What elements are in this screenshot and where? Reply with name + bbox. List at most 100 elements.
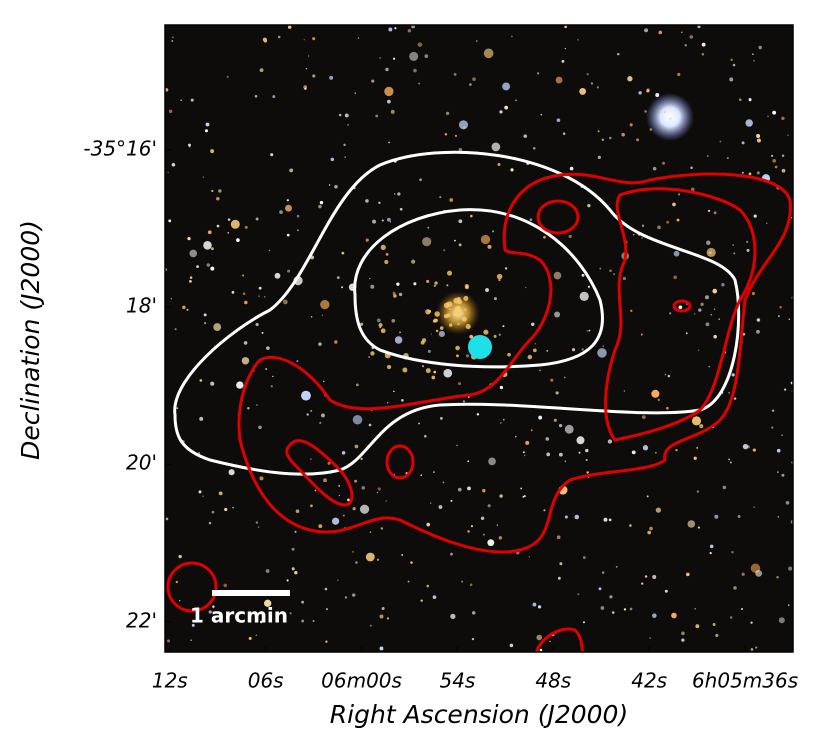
star (307, 55, 310, 57)
star (456, 354, 459, 358)
star (543, 235, 546, 239)
star (483, 329, 489, 335)
scale-bar-label: 1 arcmin (190, 604, 288, 628)
star (681, 638, 685, 642)
star (457, 487, 462, 492)
star (204, 129, 208, 133)
star (487, 504, 491, 508)
star (776, 576, 779, 579)
star (399, 331, 401, 334)
star (165, 517, 169, 521)
star (698, 308, 702, 312)
star (781, 154, 785, 157)
star (286, 233, 290, 237)
star (499, 385, 504, 390)
star (672, 202, 676, 207)
star (360, 457, 363, 461)
star (216, 224, 220, 228)
star (627, 76, 633, 82)
star (188, 143, 191, 147)
star (753, 59, 755, 62)
star (563, 376, 566, 379)
star (499, 494, 503, 498)
marker (468, 335, 492, 359)
star (285, 204, 292, 212)
star (287, 269, 291, 273)
star (523, 134, 528, 138)
star (673, 250, 680, 257)
star (319, 200, 324, 205)
star (549, 640, 551, 643)
star (671, 612, 677, 619)
star (454, 239, 456, 242)
star (296, 360, 299, 363)
star (641, 224, 645, 228)
star (644, 575, 648, 578)
star (788, 566, 793, 571)
star (331, 517, 340, 525)
star (753, 506, 755, 508)
star (369, 277, 371, 280)
star (354, 479, 358, 483)
star (493, 297, 497, 301)
star (781, 434, 783, 436)
star (380, 328, 386, 334)
star (558, 423, 563, 428)
star (719, 140, 722, 143)
star (417, 42, 423, 47)
star (180, 99, 182, 102)
star (447, 270, 453, 276)
star (647, 530, 652, 535)
star (783, 388, 787, 391)
star (756, 133, 761, 138)
star (752, 53, 754, 56)
star (438, 505, 443, 509)
star (690, 166, 693, 170)
star (338, 494, 341, 497)
star (729, 77, 734, 82)
star (438, 330, 445, 338)
star (439, 326, 444, 330)
star (198, 490, 202, 494)
star (487, 244, 492, 249)
star (344, 113, 349, 118)
star (413, 282, 417, 286)
star (767, 115, 769, 118)
star (655, 93, 660, 97)
star (455, 345, 460, 351)
star (668, 117, 672, 121)
star (732, 244, 735, 247)
star (586, 471, 589, 474)
star (377, 487, 381, 491)
star (171, 36, 174, 39)
star (379, 646, 384, 651)
star (652, 613, 657, 618)
star (564, 515, 568, 519)
star (242, 274, 245, 277)
star (248, 636, 252, 640)
star (776, 448, 781, 453)
x-tick-label: 06m00s (321, 669, 402, 693)
star (498, 333, 501, 337)
star (502, 82, 511, 91)
star (461, 580, 464, 583)
star (470, 214, 473, 218)
star (376, 558, 380, 561)
star (291, 547, 295, 551)
star (538, 415, 543, 420)
star (496, 273, 503, 280)
star (242, 292, 246, 296)
star (556, 118, 561, 123)
star (444, 133, 448, 136)
star (291, 567, 295, 571)
star (435, 318, 438, 322)
star (695, 624, 700, 629)
star (421, 365, 425, 368)
star (697, 526, 700, 529)
star (559, 562, 563, 566)
star (691, 416, 702, 426)
star (644, 110, 647, 113)
star (328, 184, 331, 186)
star (533, 348, 537, 353)
star (450, 613, 456, 619)
